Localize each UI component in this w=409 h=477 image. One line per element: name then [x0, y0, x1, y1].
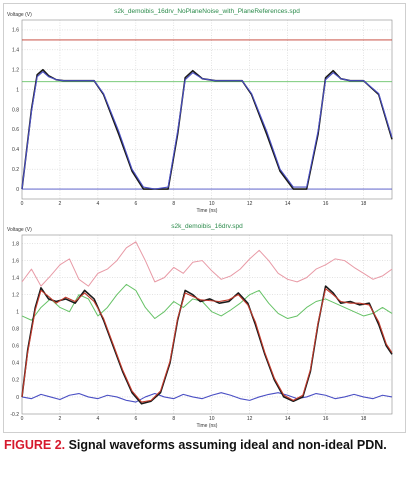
y-tick-label: 0.8	[12, 107, 19, 113]
y-axis-label: Voltage (V)	[7, 12, 32, 18]
x-tick-label: 6	[134, 416, 137, 422]
plot-area	[21, 234, 393, 415]
x-tick-label: 18	[361, 201, 367, 207]
x-tick-label: 2	[59, 416, 62, 422]
x-tick-label: 10	[209, 201, 215, 207]
chart-title: s2k_demoibis_16drv.spd	[171, 223, 243, 230]
x-tick-label: 10	[209, 416, 215, 422]
y-tick-label: 0.4	[12, 147, 19, 153]
x-tick-label: 0	[21, 201, 24, 207]
y-tick-label: 1	[16, 310, 19, 316]
x-axis-label: Time (ns)	[197, 208, 218, 214]
y-tick-label: 0	[16, 187, 19, 193]
x-tick-label: 2	[59, 201, 62, 207]
x-tick-label: 4	[97, 416, 100, 422]
figure-caption-text: Signal waveforms assuming ideal and non-…	[65, 438, 387, 452]
series-line	[21, 288, 393, 403]
y-tick-label: 0.8	[12, 327, 19, 333]
x-tick-label: 4	[97, 201, 100, 207]
chart-title: s2k_demoibis_16drv_NoPlaneNoise_with_Pla…	[114, 8, 300, 15]
series-line	[21, 283, 393, 321]
y-axis-label: Voltage (V)	[7, 227, 32, 233]
y-tick-label: 0.4	[12, 361, 19, 367]
y-tick-label: 0.6	[12, 127, 19, 133]
y-tick-label: 0.2	[12, 378, 19, 384]
y-tick-label: 1.2	[12, 292, 19, 298]
figure-caption: FIGURE 2. Signal waveforms assuming idea…	[4, 438, 404, 453]
x-tick-label: 18	[361, 416, 367, 422]
series-line	[21, 392, 393, 403]
x-tick-label: 8	[172, 201, 175, 207]
y-tick-label: 1.6	[12, 28, 19, 34]
x-tick-label: 16	[323, 201, 329, 207]
y-tick-label: 1.8	[12, 241, 19, 247]
y-tick-label: -0.2	[10, 412, 19, 418]
chart-ideal-pdn: s2k_demoibis_16drv_NoPlaneNoise_with_Pla…	[7, 8, 393, 214]
figure-number: FIGURE 2.	[4, 438, 66, 452]
x-tick-label: 12	[247, 201, 253, 207]
y-tick-label: 0.6	[12, 344, 19, 350]
x-axis-label: Time (ns)	[197, 423, 218, 429]
y-tick-label: 1.2	[12, 68, 19, 74]
x-tick-label: 12	[247, 416, 253, 422]
x-tick-label: 0	[21, 416, 24, 422]
x-tick-label: 14	[285, 416, 291, 422]
x-tick-label: 8	[172, 416, 175, 422]
x-tick-label: 14	[285, 201, 291, 207]
y-tick-label: 1	[16, 87, 19, 93]
y-tick-label: 1.4	[12, 48, 19, 54]
x-tick-label: 6	[134, 201, 137, 207]
figure-panel: s2k_demoibis_16drv_NoPlaneNoise_with_Pla…	[3, 3, 406, 433]
y-tick-label: 0	[16, 395, 19, 401]
y-tick-label: 1.4	[12, 275, 19, 281]
series-line	[21, 241, 393, 287]
y-tick-label: 1.6	[12, 258, 19, 264]
y-tick-label: 0.2	[12, 167, 19, 173]
x-tick-label: 16	[323, 416, 329, 422]
series-line	[21, 71, 393, 190]
